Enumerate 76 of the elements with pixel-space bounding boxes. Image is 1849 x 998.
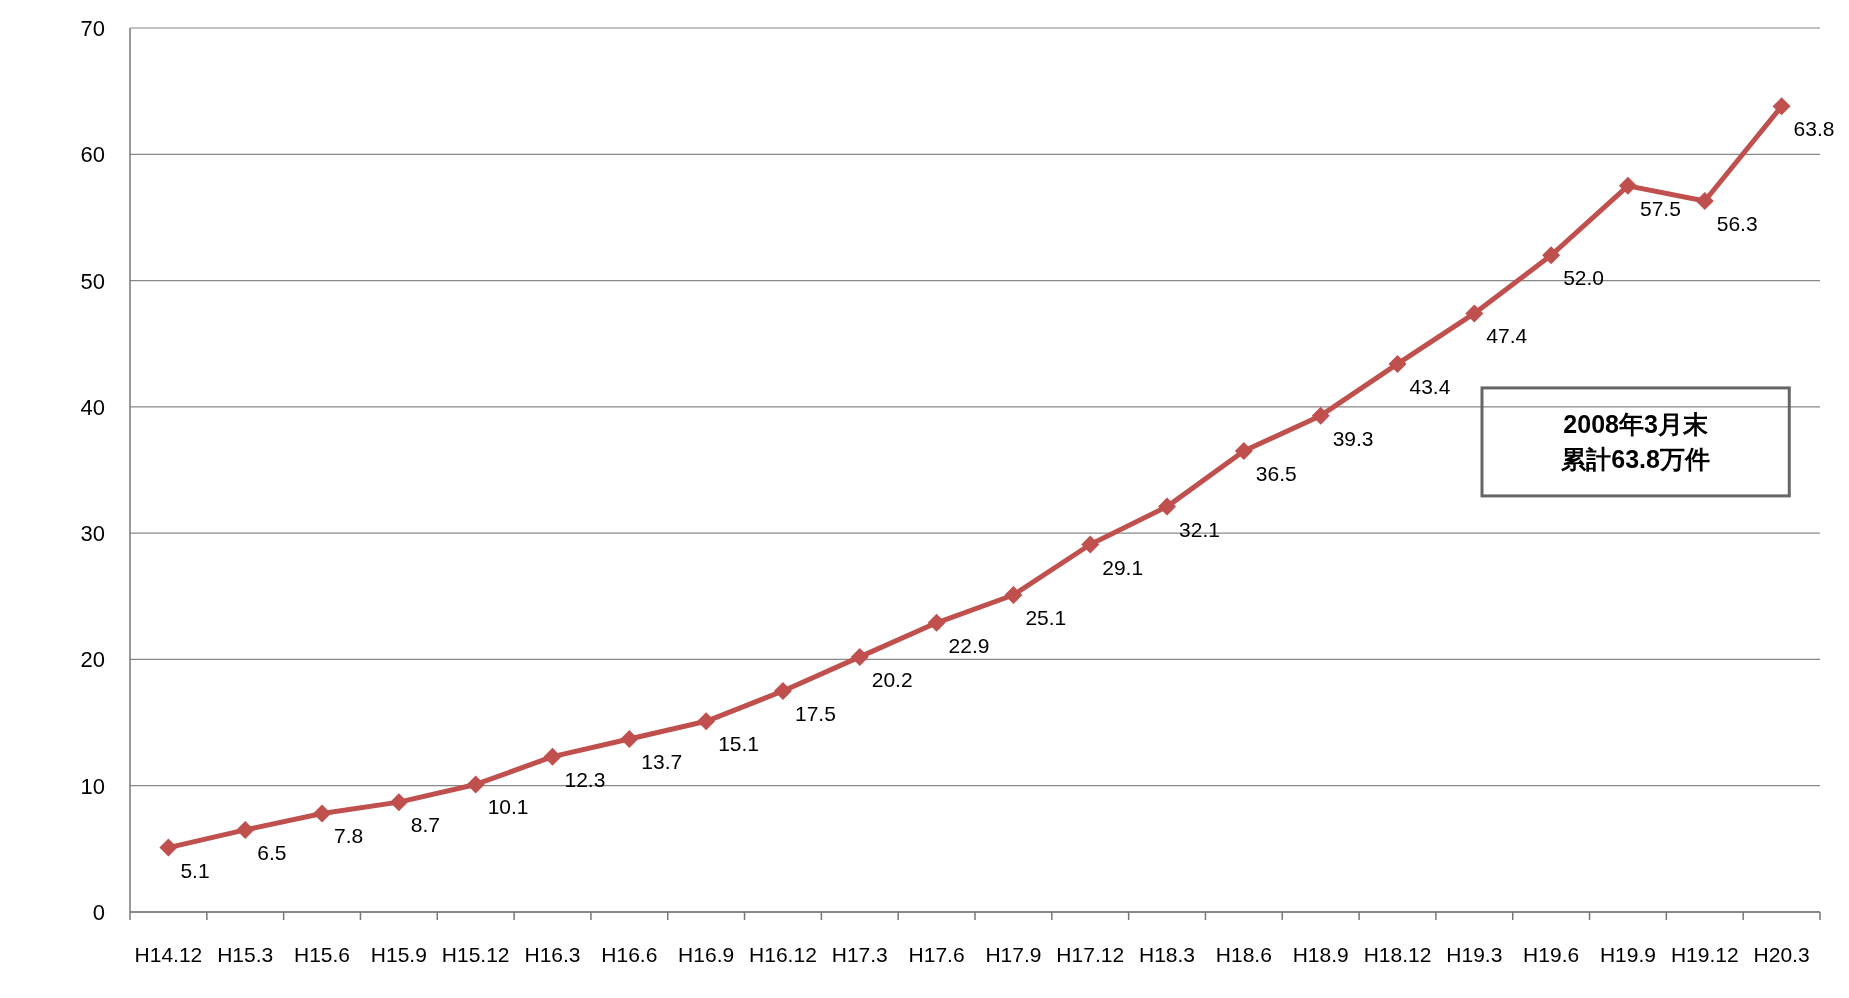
text: 22.9 (948, 633, 990, 657)
annotation: 累計63.8万件 (1560, 444, 1710, 473)
point (1772, 97, 1791, 116)
y-tick-label: 30 (80, 521, 105, 547)
point (697, 712, 716, 731)
text: 52.0 (1563, 266, 1605, 290)
point (1004, 586, 1023, 605)
text: 39.3 (1332, 426, 1374, 450)
x-tick-label: H17.6 (908, 943, 965, 966)
point (236, 820, 255, 839)
text: 8.7 (410, 813, 441, 837)
text: 32.1 (1179, 517, 1220, 541)
x-tick-label: H16.9 (678, 943, 735, 966)
point (773, 682, 792, 700)
y-tick-label: 50 (80, 268, 105, 294)
x-tick-label: H15.3 (217, 943, 274, 966)
y-tick-label: 20 (80, 647, 105, 673)
text: 36.5 (1255, 462, 1297, 486)
x-tick-label: H19.6 (1523, 943, 1580, 966)
point (543, 747, 562, 766)
point (1465, 304, 1484, 323)
text: 13.7 (641, 749, 683, 773)
point (1618, 176, 1637, 195)
point (466, 775, 485, 794)
x-tick-label: H16.12 (749, 943, 817, 966)
text: 56.3 (1716, 212, 1758, 236)
text: 20.2 (871, 667, 913, 691)
x-tick-label: H19.3 (1446, 943, 1503, 966)
text: 57.5 (1639, 196, 1681, 220)
x-tick-label: H18.9 (1292, 943, 1349, 966)
annotation: 2008年3月末 (1563, 409, 1708, 438)
point (850, 647, 869, 666)
x-tick-label: H17.12 (1056, 943, 1125, 966)
text: 5.1 (180, 858, 210, 882)
point (313, 804, 332, 823)
text: 29.1 (1102, 555, 1144, 579)
point (1311, 406, 1330, 425)
x-tick-label: H18.12 (1363, 943, 1432, 966)
x-tick-label: H18.6 (1215, 943, 1272, 966)
x-tick-label: H15.6 (294, 943, 351, 966)
text: 12.3 (564, 767, 606, 791)
y-tick-label: 70 (80, 16, 105, 41)
point (159, 838, 178, 857)
point (389, 793, 408, 812)
point (927, 613, 946, 632)
point (1234, 442, 1253, 461)
y-tick-label: 40 (80, 394, 105, 420)
x-tick-label: H14.12 (134, 943, 203, 966)
text: 6.5 (257, 840, 287, 864)
x-tick-label: H17.9 (985, 943, 1042, 966)
text: 63.8 (1793, 117, 1835, 141)
text: 10.1 (487, 795, 529, 819)
y-tick-label: 60 (80, 142, 105, 168)
text: 25.1 (1025, 606, 1067, 630)
x-tick-label: H17.3 (831, 943, 888, 966)
x-tick-label: H19.12 (1670, 943, 1739, 966)
text: 17.5 (794, 702, 836, 725)
x-tick-label: H15.9 (370, 943, 427, 966)
x-tick-label: H16.6 (601, 943, 658, 966)
x-tick-label: H19.9 (1599, 943, 1656, 966)
text: 15.1 (718, 732, 760, 756)
point (1081, 535, 1100, 554)
point (1388, 354, 1407, 373)
point (1542, 246, 1561, 265)
text: 43.4 (1409, 374, 1451, 398)
text: 47.4 (1486, 324, 1528, 348)
point (620, 729, 639, 748)
point (1158, 497, 1177, 516)
y-tick-label: 0 (92, 900, 105, 925)
y-tick-label: 10 (80, 773, 105, 799)
x-tick-label: H20.3 (1753, 943, 1810, 966)
x-tick-label: H18.3 (1139, 943, 1196, 966)
x-tick-label: H16.3 (524, 943, 581, 966)
point (1695, 192, 1714, 211)
x-tick-label: H15.12 (441, 943, 510, 966)
text: 7.8 (334, 824, 364, 848)
